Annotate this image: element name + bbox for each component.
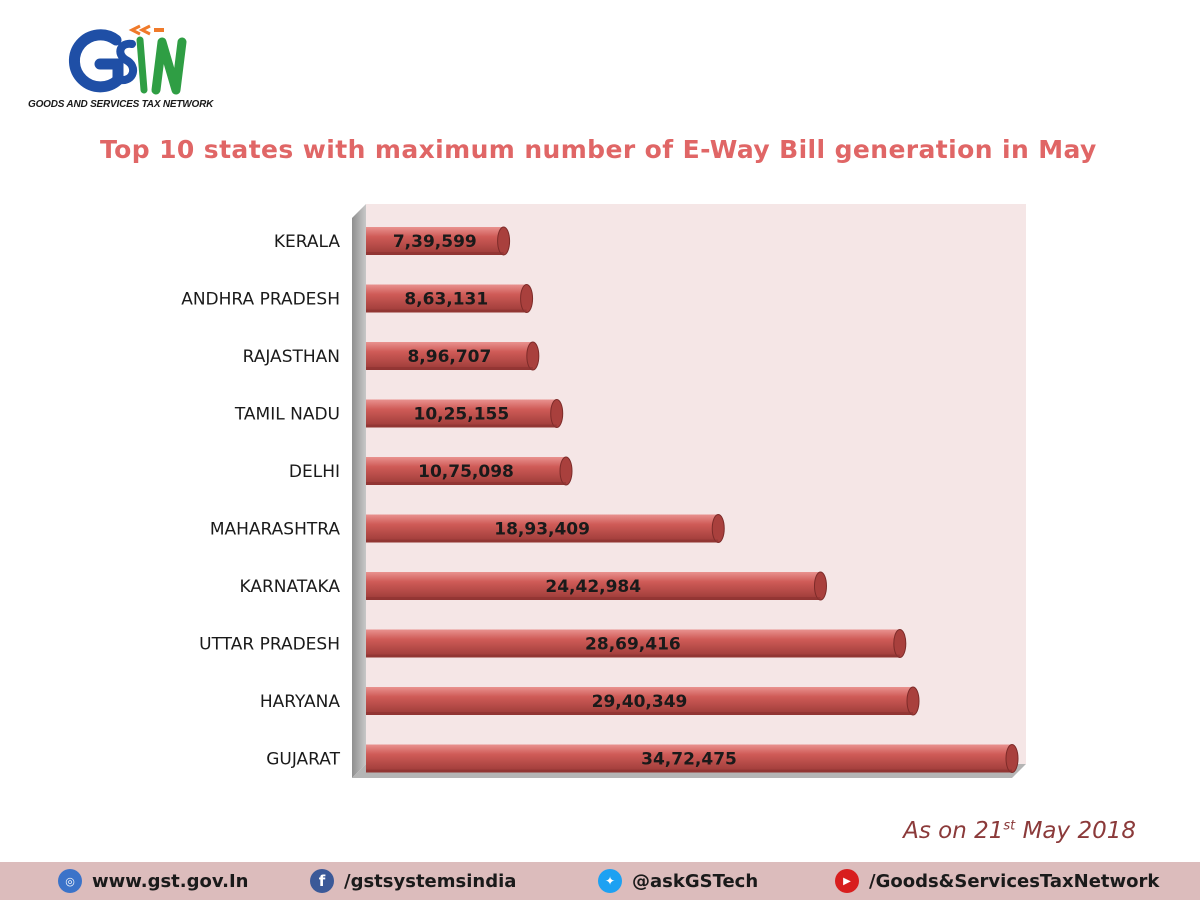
value-label: 29,40,349 bbox=[592, 692, 688, 712]
bar bbox=[366, 457, 567, 485]
bar-shadow bbox=[366, 712, 914, 715]
category-label: KERALA bbox=[274, 232, 341, 252]
footer-website[interactable]: ◎ www.gst.gov.In bbox=[58, 862, 248, 900]
value-label: 10,75,098 bbox=[418, 462, 514, 482]
gstn-logo: GOODS AND SERVICES TAX NETWORK bbox=[28, 18, 228, 118]
bar-end-cap bbox=[550, 399, 564, 428]
footer-twitter[interactable]: ✦ @askGSTech bbox=[598, 862, 758, 900]
bar-shadow bbox=[366, 367, 533, 370]
youtube-icon: ▶ bbox=[835, 869, 859, 893]
footer-youtube[interactable]: ▶ /Goods&ServicesTaxNetwork bbox=[835, 862, 1159, 900]
bar-shadow bbox=[366, 769, 1012, 773]
as-on-date: As on 21st May 2018 bbox=[903, 818, 1136, 844]
category-label: UTTAR PRADESH bbox=[199, 635, 340, 655]
footer-facebook[interactable]: f /gstsystemsindia bbox=[310, 862, 516, 900]
facebook-icon: f bbox=[310, 869, 334, 893]
bar-shadow bbox=[366, 252, 504, 255]
bar-shadow bbox=[366, 654, 900, 658]
bar bbox=[366, 744, 1012, 773]
category-label: MAHARASHTRA bbox=[210, 520, 341, 540]
gstn-logo-mark bbox=[68, 24, 187, 95]
category-label: RAJASTHAN bbox=[243, 347, 340, 367]
bar-end-cap bbox=[813, 571, 827, 601]
facebook-link[interactable]: /gstsystemsindia bbox=[344, 870, 517, 892]
bar-shadow bbox=[366, 539, 719, 543]
twitter-icon: ✦ bbox=[598, 869, 622, 893]
value-label: 28,69,416 bbox=[585, 635, 681, 655]
bar-end-cap bbox=[520, 284, 534, 313]
bar-end-cap bbox=[559, 456, 573, 486]
bar-shadow bbox=[366, 482, 567, 485]
bar bbox=[366, 514, 719, 543]
bar-shadow bbox=[366, 597, 821, 600]
bar-chart: KERALA 7,39,599 ANDHRA PRADESH 8,63,131 RAJA… bbox=[181, 204, 1026, 778]
category-label: GUJARAT bbox=[266, 750, 340, 770]
bar bbox=[366, 284, 527, 313]
category-label: ANDHRA PRADESH bbox=[181, 290, 340, 310]
category-label: KARNATAKA bbox=[240, 577, 341, 597]
bar bbox=[366, 399, 557, 428]
bar-end-cap bbox=[906, 686, 920, 716]
as-on-suffix-ordinal: st bbox=[1003, 818, 1016, 834]
value-label: 8,96,707 bbox=[407, 347, 491, 367]
value-label: 18,93,409 bbox=[494, 520, 590, 540]
youtube-link[interactable]: /Goods&ServicesTaxNetwork bbox=[869, 870, 1160, 892]
bar bbox=[366, 342, 533, 370]
category-label: TAMIL NADU bbox=[234, 405, 340, 425]
bar-end-cap bbox=[526, 341, 540, 371]
value-label: 10,25,155 bbox=[413, 405, 509, 425]
bar-shadow bbox=[366, 309, 527, 313]
bar-end-cap bbox=[711, 514, 725, 543]
bar bbox=[366, 227, 504, 255]
chart-title: Top 10 states with maximum number of E-W… bbox=[100, 135, 1097, 164]
as-on-month-year: May 2018 bbox=[1015, 818, 1136, 844]
bar-shadow bbox=[366, 424, 557, 428]
website-link[interactable]: www.gst.gov.In bbox=[92, 870, 249, 892]
category-label: DELHI bbox=[289, 462, 340, 482]
bar bbox=[366, 572, 821, 600]
bar bbox=[366, 629, 900, 658]
value-label: 24,42,984 bbox=[545, 577, 641, 597]
value-label: 7,39,599 bbox=[393, 232, 477, 252]
value-label: 34,72,475 bbox=[641, 750, 737, 770]
logo-caption: GOODS AND SERVICES TAX NETWORK bbox=[28, 99, 214, 110]
as-on-prefix: As on 21 bbox=[903, 818, 1004, 844]
footer-bar: ◎ www.gst.gov.In f /gstsystemsindia ✦ @a… bbox=[0, 862, 1200, 900]
globe-icon: ◎ bbox=[58, 869, 82, 893]
left-wall bbox=[352, 204, 366, 778]
twitter-link[interactable]: @askGSTech bbox=[632, 870, 759, 892]
bar bbox=[366, 687, 914, 715]
bar-end-cap bbox=[893, 629, 907, 658]
bar-end-cap bbox=[1005, 744, 1019, 773]
category-label: HARYANA bbox=[260, 692, 341, 712]
bar-end-cap bbox=[497, 226, 511, 256]
value-label: 8,63,131 bbox=[404, 290, 488, 310]
